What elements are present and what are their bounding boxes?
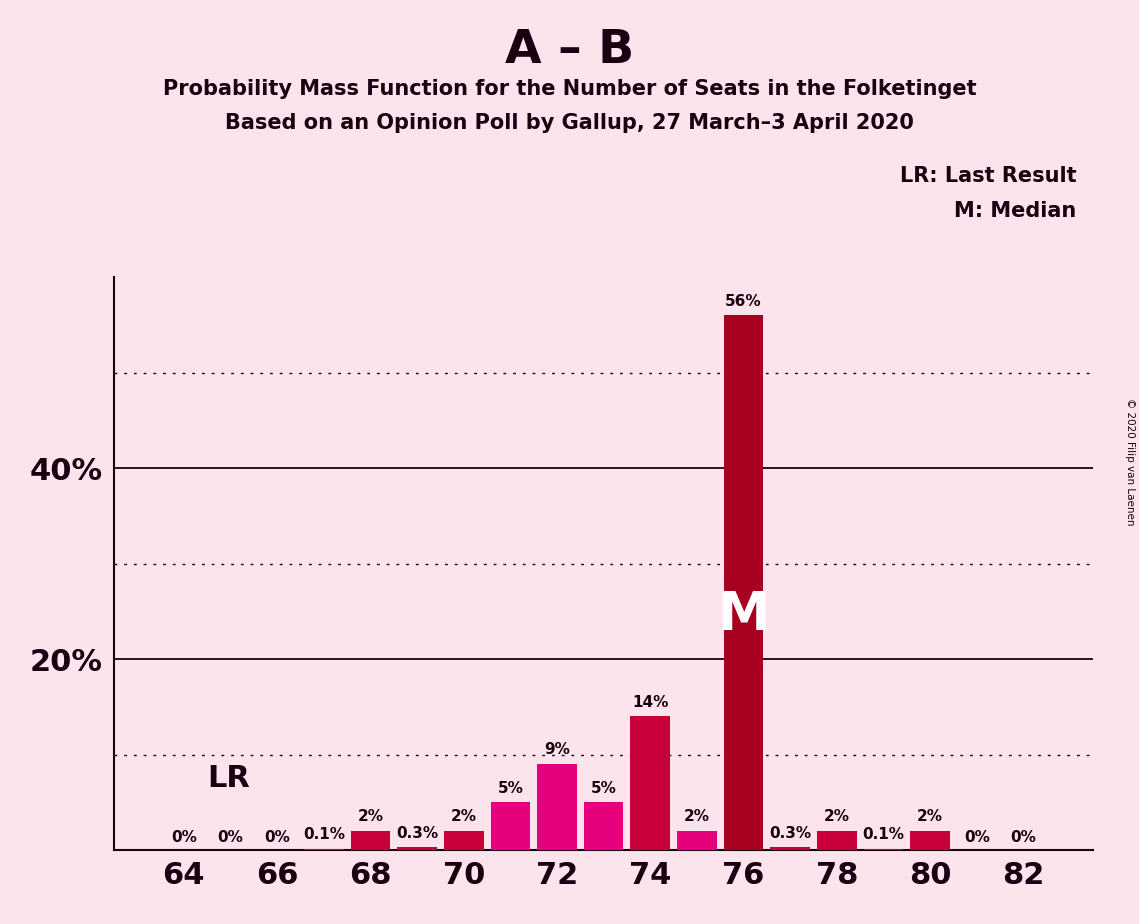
Text: 14%: 14% (632, 695, 669, 710)
Text: 0%: 0% (171, 831, 197, 845)
Text: 2%: 2% (683, 809, 710, 824)
Bar (817, 831, 857, 850)
Text: 0.3%: 0.3% (396, 825, 439, 841)
Text: 0%: 0% (264, 831, 290, 845)
Bar (910, 831, 950, 850)
Text: 0%: 0% (1010, 831, 1036, 845)
Bar (444, 831, 484, 850)
Text: 5%: 5% (591, 781, 616, 796)
Text: 0%: 0% (218, 831, 244, 845)
Text: 2%: 2% (823, 809, 850, 824)
Text: Based on an Opinion Poll by Gallup, 27 March–3 April 2020: Based on an Opinion Poll by Gallup, 27 M… (226, 113, 913, 133)
Text: © 2020 Filip van Laenen: © 2020 Filip van Laenen (1125, 398, 1134, 526)
Text: LR: Last Result: LR: Last Result (900, 166, 1076, 187)
Bar (491, 802, 531, 850)
Bar (863, 849, 903, 850)
Bar (584, 802, 623, 850)
Text: 0.1%: 0.1% (303, 827, 345, 843)
Text: 5%: 5% (498, 781, 523, 796)
Text: 2%: 2% (451, 809, 477, 824)
Text: 56%: 56% (726, 294, 762, 309)
Text: M: M (718, 589, 770, 641)
Bar (770, 847, 810, 850)
Text: 9%: 9% (544, 743, 570, 758)
Bar (723, 315, 763, 850)
Bar (631, 716, 670, 850)
Text: 0.1%: 0.1% (862, 827, 904, 843)
Bar (398, 847, 437, 850)
Bar (538, 764, 576, 850)
Text: Probability Mass Function for the Number of Seats in the Folketinget: Probability Mass Function for the Number… (163, 79, 976, 99)
Bar (304, 849, 344, 850)
Text: LR: LR (207, 764, 251, 793)
Text: M: Median: M: Median (954, 201, 1076, 222)
Bar (351, 831, 391, 850)
Text: 0%: 0% (964, 831, 990, 845)
Text: 0.3%: 0.3% (769, 825, 811, 841)
Text: 2%: 2% (917, 809, 943, 824)
Text: 2%: 2% (358, 809, 384, 824)
Text: A – B: A – B (505, 28, 634, 73)
Bar (678, 831, 716, 850)
